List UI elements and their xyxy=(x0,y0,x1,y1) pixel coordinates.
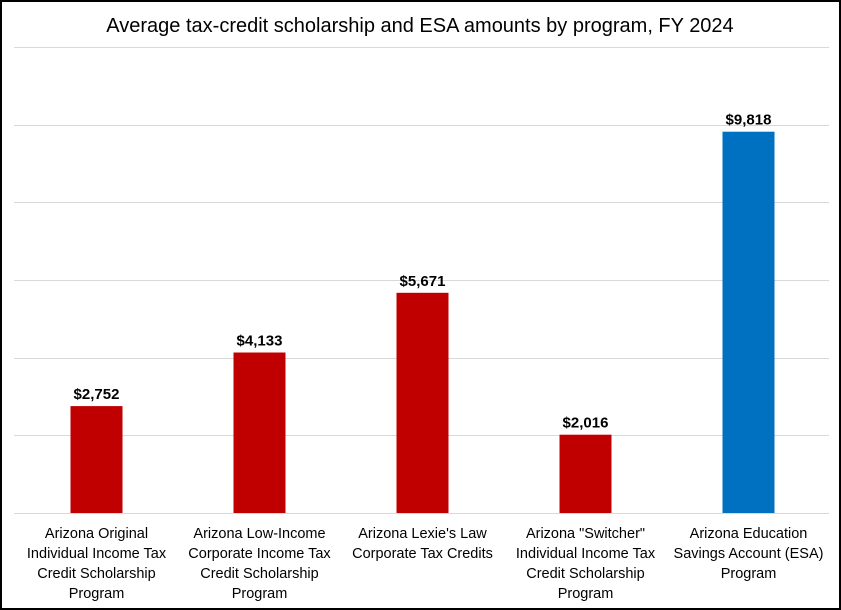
category-label-line: Program xyxy=(69,586,125,602)
category-label-3: Arizona Lexie's Law Corporate Tax Credits xyxy=(352,526,493,562)
bar-5 xyxy=(722,131,775,513)
category-label-5: Arizona Education Savings Account (ESA) Pr… xyxy=(674,526,824,582)
category-label-1: Arizona Original Individual Income Tax Cre… xyxy=(27,526,167,602)
category-label-line: Individual Income Tax xyxy=(516,546,656,562)
category-label-line: Program xyxy=(721,566,777,582)
category-label-line: Credit Scholarship xyxy=(37,566,155,582)
category-label-4: Arizona "Switcher" Individual Income Tax C… xyxy=(516,526,656,602)
category-label-line: Program xyxy=(558,586,614,602)
chart-title: Average tax-credit scholarship and ESA a… xyxy=(106,15,733,37)
bar-2 xyxy=(233,352,286,513)
data-label-5: $9,818 xyxy=(726,112,772,129)
data-labels: $2,752 $4,133 $5,671 $2,016 $9,818 xyxy=(74,112,772,432)
category-label-2: Arizona Low-Income Corporate Income Tax Cr… xyxy=(188,526,331,602)
data-label-3: $5,671 xyxy=(400,273,446,290)
bar-3 xyxy=(396,292,449,513)
category-label-line: Credit Scholarship xyxy=(526,566,644,582)
category-label-line: Arizona Education xyxy=(690,526,808,542)
category-label-line: Corporate Tax Credits xyxy=(352,546,493,562)
data-label-4: $2,016 xyxy=(563,415,609,432)
bar-4 xyxy=(559,434,612,513)
category-label-line: Arizona Lexie's Law xyxy=(358,526,487,542)
category-label-line: Credit Scholarship xyxy=(200,566,318,582)
category-label-line: Corporate Income Tax xyxy=(188,546,331,562)
category-label-line: Program xyxy=(232,586,288,602)
category-label-line: Arizona "Switcher" xyxy=(526,526,645,542)
category-label-line: Arizona Original xyxy=(45,526,148,542)
category-label-line: Individual Income Tax xyxy=(27,546,167,562)
category-label-line: Savings Account (ESA) xyxy=(674,546,824,562)
bar-1 xyxy=(70,406,123,513)
bars xyxy=(70,131,775,513)
category-label-line: Arizona Low-Income xyxy=(193,526,325,542)
data-label-2: $4,133 xyxy=(237,333,283,350)
category-labels: Arizona Original Individual Income Tax Cre… xyxy=(27,526,824,602)
data-label-1: $2,752 xyxy=(74,386,120,403)
